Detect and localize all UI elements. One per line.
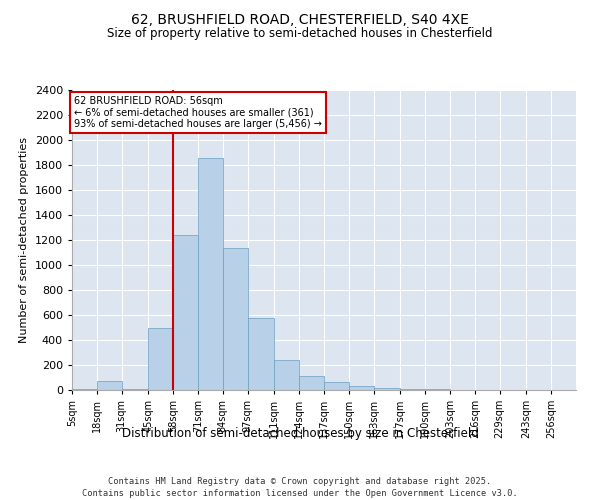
Bar xyxy=(400,389,425,390)
Text: Distribution of semi-detached houses by size in Chesterfield: Distribution of semi-detached houses by … xyxy=(122,428,478,440)
Bar xyxy=(324,382,349,390)
Bar xyxy=(122,389,148,390)
Bar xyxy=(223,248,248,390)
Text: 62, BRUSHFIELD ROAD, CHESTERFIELD, S40 4XE: 62, BRUSHFIELD ROAD, CHESTERFIELD, S40 4… xyxy=(131,12,469,26)
Bar xyxy=(198,158,223,390)
Y-axis label: Number of semi-detached properties: Number of semi-detached properties xyxy=(19,137,29,343)
Bar xyxy=(248,318,274,390)
Bar xyxy=(173,235,198,390)
Bar xyxy=(349,386,374,390)
Text: Contains HM Land Registry data © Crown copyright and database right 2025.
Contai: Contains HM Land Registry data © Crown c… xyxy=(82,476,518,498)
Bar xyxy=(299,376,324,390)
Bar xyxy=(274,360,299,390)
Bar xyxy=(97,380,122,390)
Text: 62 BRUSHFIELD ROAD: 56sqm
← 6% of semi-detached houses are smaller (361)
93% of : 62 BRUSHFIELD ROAD: 56sqm ← 6% of semi-d… xyxy=(74,96,322,130)
Text: Size of property relative to semi-detached houses in Chesterfield: Size of property relative to semi-detach… xyxy=(107,28,493,40)
Bar xyxy=(374,388,400,390)
Bar xyxy=(148,328,173,390)
